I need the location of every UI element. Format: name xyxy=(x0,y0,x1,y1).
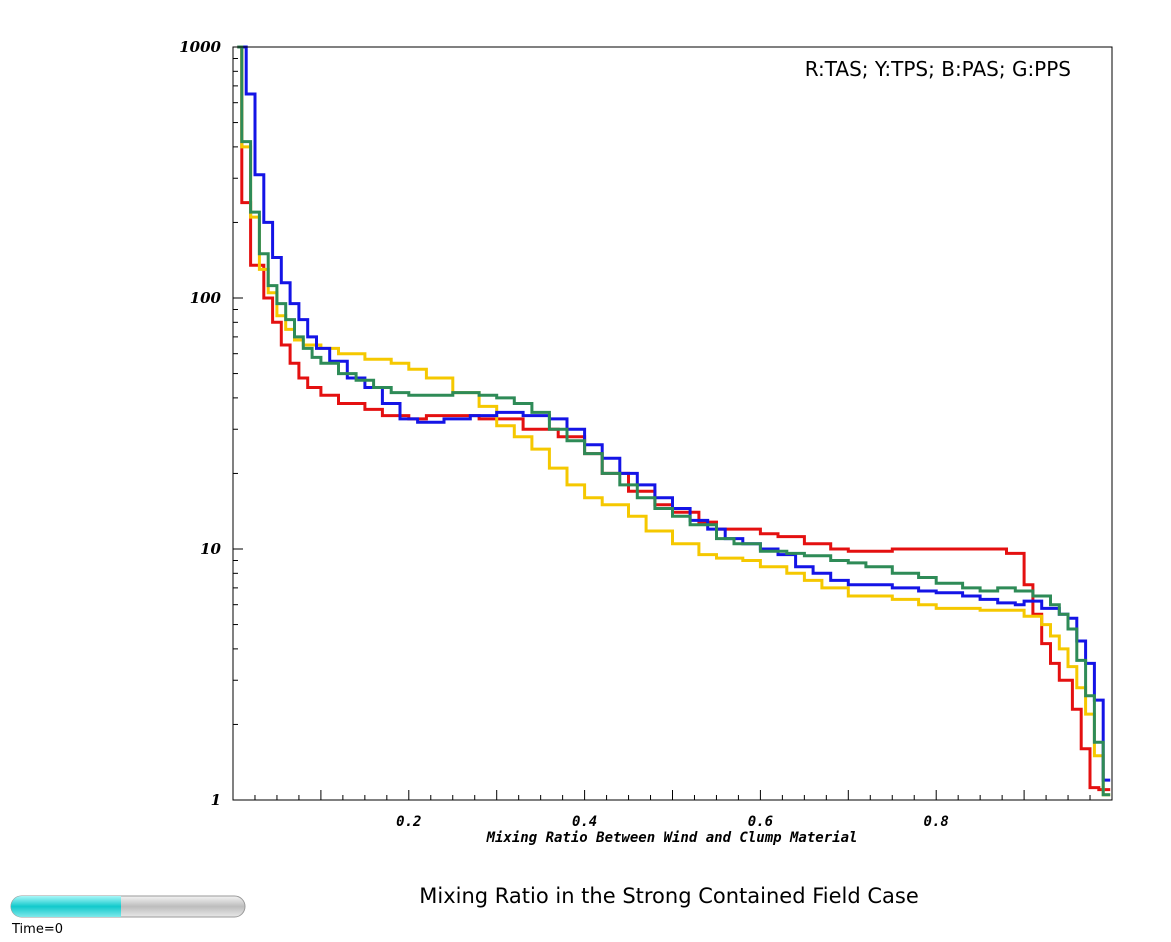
x-tick-label: 0.2 xyxy=(396,814,421,830)
plot-frame xyxy=(232,46,1113,801)
x-tick-label: 0.6 xyxy=(748,814,773,830)
time-label: Time=0 xyxy=(11,922,63,937)
series-line-3 xyxy=(237,45,1111,797)
x-tick-label: 0.4 xyxy=(572,814,597,830)
time-slider[interactable] xyxy=(10,895,246,918)
y-tick-label: 10 xyxy=(200,540,221,558)
tick-layer xyxy=(233,57,1091,801)
x-axis-title: Mixing Ratio Between Wind and Clump Mate… xyxy=(486,830,858,846)
y-tick-label: 1000 xyxy=(179,38,221,56)
series-line-2 xyxy=(237,45,1111,782)
time-slider-fill xyxy=(11,896,121,917)
label-layer: 1 10 100 1000 0.2 0.4 0.6 0.8 xyxy=(179,38,949,830)
series-layer xyxy=(237,45,1111,797)
x-tick-label: 0.8 xyxy=(924,814,949,830)
series-line-0 xyxy=(237,45,1111,792)
legend-text: R:TAS; Y:TPS; B:PAS; G:PPS xyxy=(805,57,1071,81)
series-line-1 xyxy=(237,45,1111,797)
chart-title: Mixing Ratio in the Strong Contained Fie… xyxy=(419,884,919,908)
y-tick-label: 1 xyxy=(211,791,221,809)
y-tick-label: 100 xyxy=(190,289,222,307)
